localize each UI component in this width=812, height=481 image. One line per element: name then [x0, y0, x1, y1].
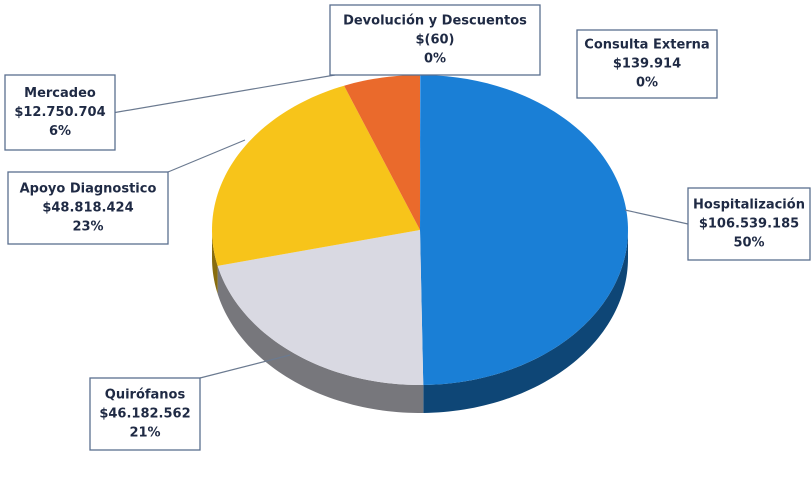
- percent-label: 0%: [636, 76, 658, 91]
- slice-side: [423, 230, 628, 413]
- label-box: [687, 187, 811, 261]
- slice-side: [217, 265, 424, 413]
- value-label: $(60): [415, 33, 454, 48]
- label-box: [576, 29, 718, 99]
- leader-line: [167, 139, 246, 173]
- percent-label: 50%: [733, 236, 764, 251]
- pie-slice: [344, 75, 420, 230]
- leader-line: [199, 354, 291, 379]
- percent-label: 21%: [129, 426, 160, 441]
- label-box: [7, 171, 169, 245]
- label-box: [4, 74, 116, 151]
- pie-slice: [420, 75, 628, 385]
- pie-slice: [217, 230, 424, 385]
- value-label: $48.818.424: [42, 201, 133, 216]
- label-box: [329, 4, 541, 76]
- percent-label: 0%: [424, 52, 446, 67]
- leader-line: [114, 74, 336, 114]
- category-label: Apoyo Diagnostico: [20, 182, 157, 197]
- value-label: $46.182.562: [99, 407, 190, 422]
- percent-label: 23%: [72, 220, 103, 235]
- value-label: $139.914: [613, 57, 681, 72]
- percent-label: 6%: [49, 124, 71, 139]
- category-label: Devolución y Descuentos: [343, 14, 527, 29]
- category-label: Quirófanos: [105, 388, 186, 403]
- slice-side: [212, 230, 218, 294]
- pie-slice: [420, 75, 421, 230]
- label-box: [89, 377, 201, 451]
- pie-slice: [212, 85, 420, 266]
- category-label: Mercadeo: [24, 86, 96, 101]
- leader-line: [624, 209, 689, 225]
- category-label: Hospitalización: [693, 198, 805, 213]
- category-label: Consulta Externa: [584, 38, 709, 53]
- value-label: $106.539.185: [699, 217, 799, 232]
- value-label: $12.750.704: [14, 105, 105, 120]
